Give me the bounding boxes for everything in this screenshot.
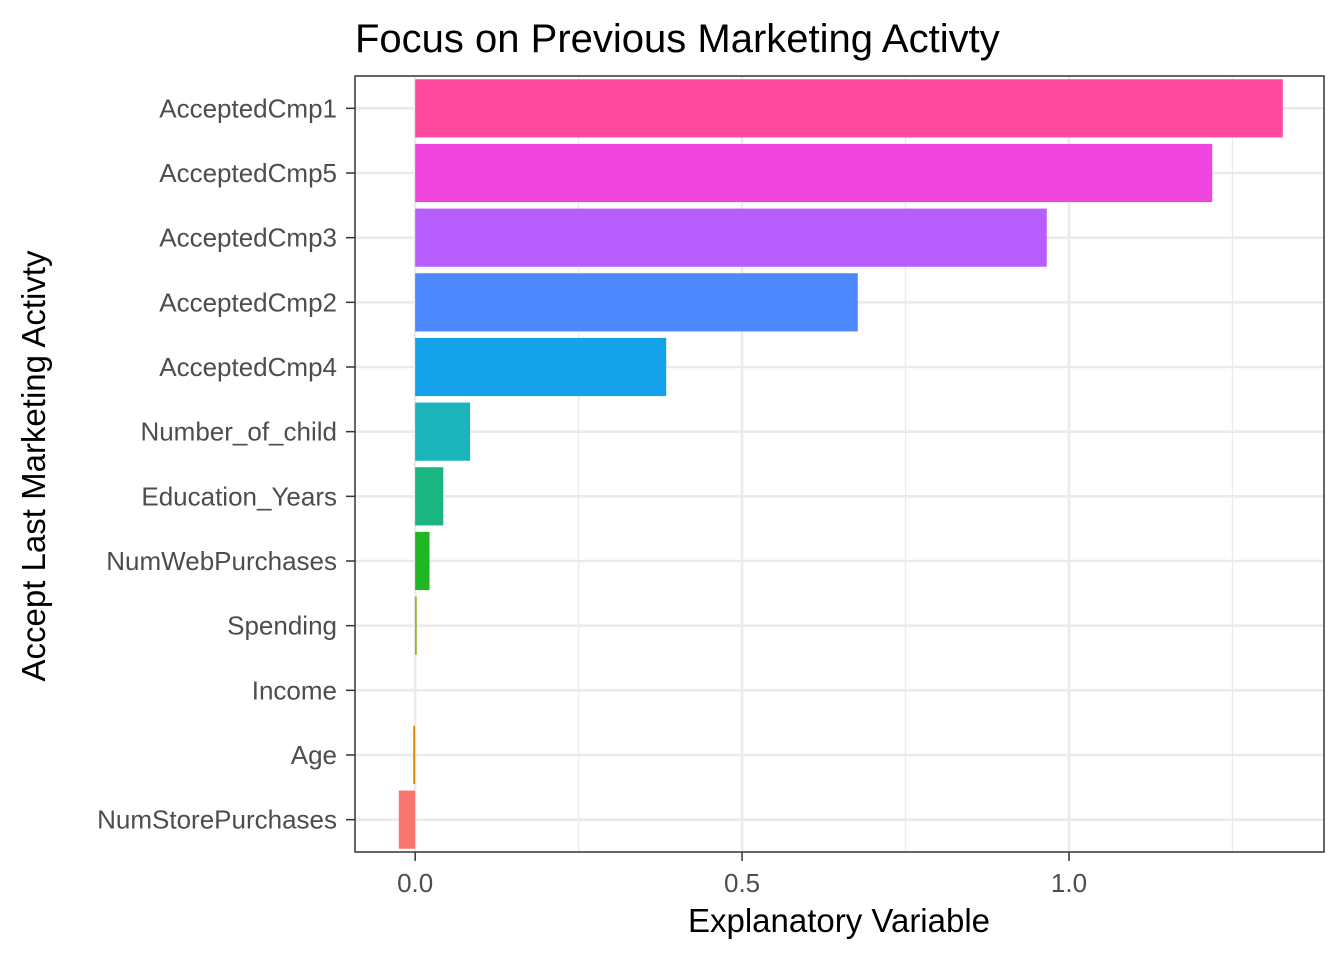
- bar-AcceptedCmp5: [415, 143, 1213, 203]
- y-tick-label: AcceptedCmp3: [159, 223, 337, 253]
- bar-NumWebPurchases: [415, 531, 430, 591]
- bar-AcceptedCmp3: [415, 208, 1047, 267]
- y-axis-title: Accept Last Marketing Activty: [15, 250, 52, 682]
- bars: [398, 79, 1283, 849]
- chart-title: Focus on Previous Marketing Activty: [355, 17, 1000, 61]
- x-tick-label: 0.0: [397, 868, 433, 898]
- y-tick-label: Spending: [227, 611, 337, 641]
- bar-AcceptedCmp4: [415, 337, 667, 397]
- bar-NumStorePurchases: [398, 790, 416, 849]
- y-tick-label: NumStorePurchases: [97, 805, 337, 835]
- y-tick-label: AcceptedCmp4: [159, 352, 337, 382]
- plot-panel-border: [354, 75, 1325, 853]
- x-tick-label: 1.0: [1051, 868, 1087, 898]
- bar-Spending: [415, 596, 417, 655]
- y-tick-label: Age: [291, 740, 337, 770]
- y-tick-label: NumWebPurchases: [106, 546, 337, 576]
- bar-AcceptedCmp2: [415, 273, 858, 332]
- y-tick-label: Number_of_child: [140, 417, 337, 447]
- y-tick-label: Education_Years: [141, 481, 337, 511]
- x-axis-title: Explanatory Variable: [688, 902, 990, 939]
- plot-panel-background: [355, 76, 1324, 852]
- y-tick-label: Income: [252, 675, 337, 705]
- y-tick-label: AcceptedCmp1: [159, 93, 337, 123]
- y-tick-label: AcceptedCmp2: [159, 287, 337, 317]
- x-tick-label: 0.5: [724, 868, 760, 898]
- bar-Education_Years: [415, 467, 444, 526]
- y-tick-label: AcceptedCmp5: [159, 158, 337, 188]
- bar-Number_of_child: [415, 402, 471, 461]
- bar-Age: [413, 725, 416, 785]
- x-axis: 0.0 0.5 1.0: [397, 852, 1087, 898]
- bar-AcceptedCmp1: [415, 79, 1283, 138]
- y-axis: AcceptedCmp1 AcceptedCmp5 AcceptedCmp3 Acce…: [97, 93, 355, 835]
